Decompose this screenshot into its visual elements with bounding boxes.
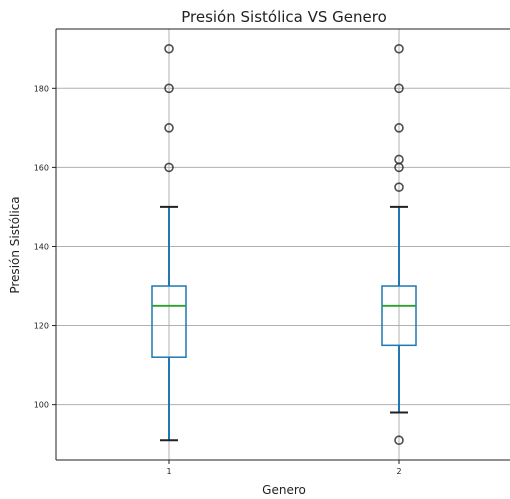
y-tick-label: 180 [34, 84, 49, 93]
outlier-point [394, 43, 404, 54]
y-tick-label: 160 [34, 163, 49, 172]
y-axis-label: Presión Sistólica [8, 196, 22, 293]
outlier-point [164, 162, 174, 173]
outlier-point [394, 83, 404, 94]
x-tick-label: 1 [166, 467, 171, 476]
plot-area: 100 120 140 160 180 1 2 [34, 28, 510, 476]
outlier-point [394, 182, 404, 192]
x-tick-label: 2 [396, 467, 401, 476]
outlier-point [394, 435, 404, 446]
outlier-point [394, 123, 404, 133]
outlier-point [164, 83, 174, 94]
y-tick-label: 120 [34, 322, 49, 331]
y-tick-label: 140 [34, 242, 49, 251]
x-axis-label: Genero [262, 483, 306, 497]
y-tick-label: 100 [34, 401, 49, 410]
outlier-point [164, 123, 174, 133]
outlier-point [164, 43, 174, 54]
box-iqr [381, 285, 417, 347]
box-iqr [151, 285, 187, 358]
outlier-point [394, 154, 404, 165]
chart-title: Presión Sistólica VS Genero [181, 8, 387, 26]
